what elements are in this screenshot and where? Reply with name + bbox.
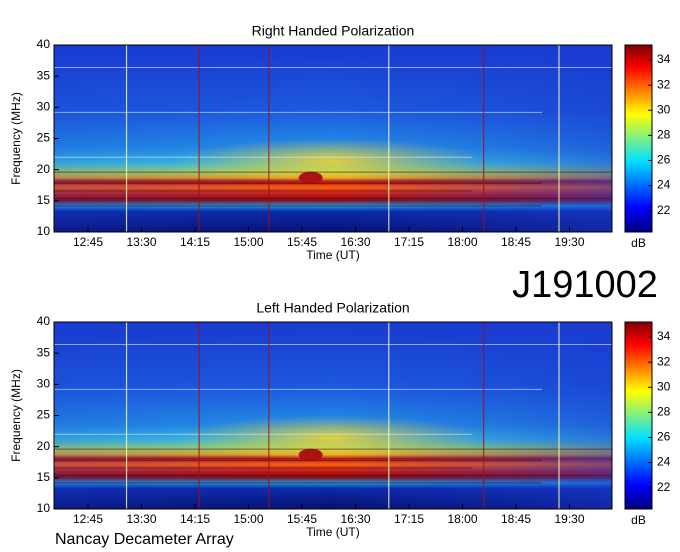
x-axis-label: Time (UT) xyxy=(306,248,360,262)
y-tick-label: 30 xyxy=(37,100,51,114)
x-tick-label: 14:15 xyxy=(180,235,210,249)
colorbar-tick-label: 22 xyxy=(657,203,671,217)
y-tick-label: 35 xyxy=(37,345,51,359)
x-tick-label: 18:00 xyxy=(447,235,477,249)
colorbar-label: dB xyxy=(631,236,646,250)
x-tick-label: 16:30 xyxy=(340,512,370,526)
x-tick-label: 13:30 xyxy=(126,512,156,526)
colorbar-tick-label: 32 xyxy=(657,77,671,91)
x-tick-label: 12:45 xyxy=(73,512,103,526)
spectrogram-fade xyxy=(54,322,612,509)
x-tick-label: 13:30 xyxy=(126,235,156,249)
colorbar-tick-label: 22 xyxy=(657,480,671,494)
chart-title: Left Handed Polarization xyxy=(256,300,409,316)
colorbar-tick-label: 34 xyxy=(657,329,671,343)
x-tick-label: 15:45 xyxy=(287,512,317,526)
x-tick-label: 19:30 xyxy=(554,512,584,526)
x-tick-label: 15:00 xyxy=(233,235,263,249)
y-tick-label: 30 xyxy=(37,377,51,391)
spectrogram-fade xyxy=(54,45,612,232)
y-tick-label: 25 xyxy=(37,408,51,422)
x-tick-label: 19:30 xyxy=(554,235,584,249)
x-tick-label: 17:15 xyxy=(394,512,424,526)
y-tick-label: 20 xyxy=(37,439,51,453)
x-axis-label: Time (UT) xyxy=(306,525,360,539)
colorbar-tick-label: 26 xyxy=(657,153,671,167)
y-tick-label: 15 xyxy=(37,470,51,484)
colorbar-tick-label: 24 xyxy=(657,455,671,469)
y-tick-label: 40 xyxy=(37,314,51,328)
colorbar-tick-label: 34 xyxy=(657,52,671,66)
x-tick-label: 12:45 xyxy=(73,235,103,249)
x-tick-label: 14:15 xyxy=(180,512,210,526)
x-tick-label: 18:45 xyxy=(501,235,531,249)
colorbar-tick-label: 24 xyxy=(657,178,671,192)
x-tick-label: 18:00 xyxy=(447,512,477,526)
chart-title: Right Handed Polarization xyxy=(252,23,415,39)
x-tick-label: 17:15 xyxy=(394,235,424,249)
x-tick-label: 15:45 xyxy=(287,235,317,249)
event-label: J191002 xyxy=(512,264,658,306)
colorbar-tick-label: 26 xyxy=(657,430,671,444)
y-tick-label: 10 xyxy=(37,501,51,515)
x-tick-label: 16:30 xyxy=(340,235,370,249)
spectrogram xyxy=(54,322,612,509)
colorbar-tick-label: 30 xyxy=(657,379,671,393)
observatory-label: Nancay Decameter Array xyxy=(55,531,234,548)
colorbar-tick-label: 32 xyxy=(657,354,671,368)
spectrogram xyxy=(54,45,612,232)
y-axis-label: Frequency (MHz) xyxy=(9,369,23,462)
y-tick-label: 40 xyxy=(37,37,51,51)
colorbar xyxy=(624,321,653,510)
colorbar-tick-label: 30 xyxy=(657,102,671,116)
y-tick-label: 20 xyxy=(37,162,51,176)
y-tick-label: 10 xyxy=(37,224,51,238)
x-tick-label: 15:00 xyxy=(233,512,263,526)
x-tick-label: 18:45 xyxy=(501,512,531,526)
y-tick-label: 35 xyxy=(37,68,51,82)
y-tick-label: 25 xyxy=(37,131,51,145)
y-tick-label: 15 xyxy=(37,193,51,207)
colorbar-tick-label: 28 xyxy=(657,128,671,142)
y-axis-label: Frequency (MHz) xyxy=(9,92,23,185)
colorbar xyxy=(624,44,653,233)
colorbar-label: dB xyxy=(631,513,646,527)
colorbar-tick-label: 28 xyxy=(657,405,671,419)
